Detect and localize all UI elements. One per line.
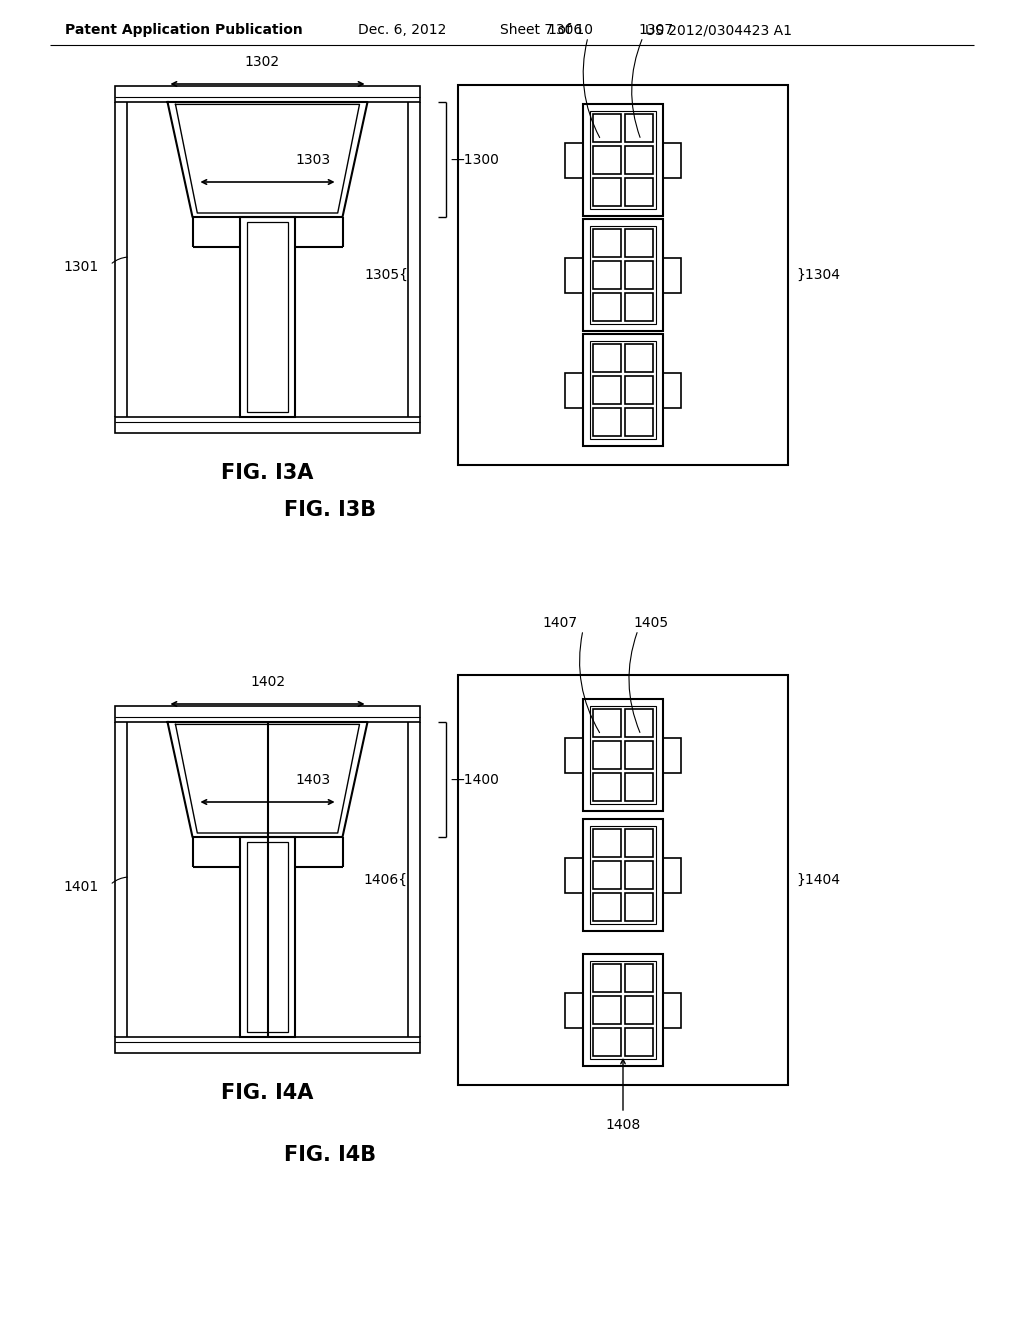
Text: 1403: 1403 (296, 774, 331, 787)
Bar (240, 216, 295, 417)
Text: Patent Application Publication: Patent Application Publication (65, 22, 303, 37)
Bar (663, 993, 681, 1027)
Bar (593, 147, 621, 174)
Bar (565, 372, 583, 408)
Bar (663, 143, 681, 177)
Bar (625, 964, 653, 993)
Text: 1402: 1402 (250, 675, 285, 689)
Bar (590, 961, 656, 1059)
Bar (593, 709, 621, 737)
Bar (458, 84, 788, 465)
Bar (593, 293, 621, 321)
Bar (625, 829, 653, 857)
Bar (115, 417, 420, 433)
Bar (625, 774, 653, 801)
Bar (625, 894, 653, 921)
Text: 1306: 1306 (548, 22, 583, 37)
Bar (565, 143, 583, 177)
Text: —1400: —1400 (450, 772, 499, 787)
Bar (583, 954, 663, 1067)
Text: }1404: }1404 (796, 873, 840, 887)
Bar (247, 222, 288, 412)
Bar (625, 293, 653, 321)
Bar (593, 408, 621, 436)
Bar (583, 104, 663, 216)
Bar (565, 738, 583, 772)
Text: }1304: }1304 (796, 268, 840, 282)
Bar (593, 997, 621, 1024)
Bar (625, 376, 653, 404)
Bar (115, 86, 420, 102)
Bar (625, 178, 653, 206)
Text: 1406{: 1406{ (364, 873, 408, 887)
Text: Dec. 6, 2012: Dec. 6, 2012 (358, 22, 446, 37)
Bar (565, 858, 583, 892)
Bar (593, 1028, 621, 1056)
Bar (565, 257, 583, 293)
Bar (625, 709, 653, 737)
Bar (593, 861, 621, 888)
Bar (593, 894, 621, 921)
Bar (590, 826, 656, 924)
Bar (583, 334, 663, 446)
Bar (663, 738, 681, 772)
Bar (115, 1038, 420, 1053)
Bar (663, 257, 681, 293)
Bar (593, 774, 621, 801)
Text: 1307: 1307 (638, 22, 673, 37)
Bar (625, 1028, 653, 1056)
Text: Sheet 7 of 10: Sheet 7 of 10 (500, 22, 593, 37)
Bar (625, 408, 653, 436)
Bar (458, 675, 788, 1085)
Bar (625, 228, 653, 257)
Text: 1301: 1301 (63, 260, 98, 275)
Bar (625, 261, 653, 289)
Text: 1305{: 1305{ (364, 268, 408, 282)
Text: 1401: 1401 (63, 880, 98, 894)
Text: 1408: 1408 (605, 1118, 641, 1133)
Bar (583, 700, 663, 810)
Bar (625, 741, 653, 770)
Bar (625, 997, 653, 1024)
Bar (583, 818, 663, 931)
Text: —1300: —1300 (450, 153, 499, 166)
Bar (590, 111, 656, 209)
Bar (593, 261, 621, 289)
Bar (625, 861, 653, 888)
Bar (625, 345, 653, 372)
Bar (593, 114, 621, 143)
Bar (593, 345, 621, 372)
Bar (583, 219, 663, 331)
Bar (593, 741, 621, 770)
Bar (593, 228, 621, 257)
Bar (115, 706, 420, 722)
Text: FIG. I4B: FIG. I4B (284, 1144, 376, 1166)
Text: 1405: 1405 (633, 616, 668, 630)
Bar (593, 178, 621, 206)
Text: FIG. I3B: FIG. I3B (284, 500, 376, 520)
Bar (247, 842, 288, 1032)
Text: FIG. I4A: FIG. I4A (221, 1082, 313, 1104)
Bar (593, 964, 621, 993)
Bar (625, 114, 653, 143)
Bar (590, 706, 656, 804)
Text: 1303: 1303 (296, 153, 331, 168)
Bar (590, 226, 656, 323)
Bar (663, 858, 681, 892)
Bar (663, 372, 681, 408)
Bar (590, 341, 656, 440)
Bar (625, 147, 653, 174)
Bar (593, 829, 621, 857)
Bar (240, 837, 295, 1038)
Bar (593, 376, 621, 404)
Text: 1407: 1407 (543, 616, 578, 630)
Text: US 2012/0304423 A1: US 2012/0304423 A1 (645, 22, 792, 37)
Text: 1302: 1302 (245, 55, 280, 69)
Text: FIG. I3A: FIG. I3A (221, 463, 313, 483)
Bar (565, 993, 583, 1027)
